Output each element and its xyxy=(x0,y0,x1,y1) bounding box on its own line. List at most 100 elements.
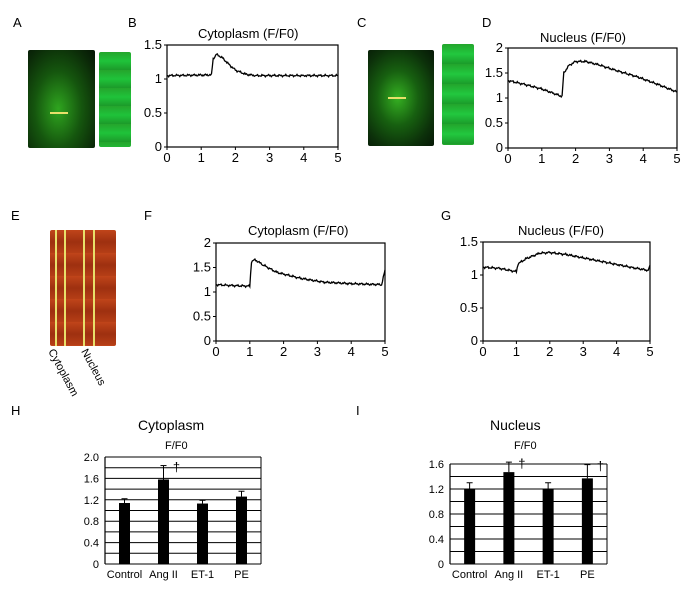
kymograph-e xyxy=(50,230,116,346)
bar xyxy=(236,496,247,564)
panel-letter-i: I xyxy=(356,403,360,418)
series-line-d xyxy=(507,59,678,99)
y-tick-label: 0.5 xyxy=(460,300,478,315)
bar xyxy=(542,489,554,564)
plot-frame-b xyxy=(166,44,339,148)
x-tick-label: Ang II xyxy=(149,569,178,581)
y-tick-label: 1.2 xyxy=(84,495,99,507)
y-tick-label: 1.5 xyxy=(144,37,162,52)
x-tick-label: Control xyxy=(452,569,487,581)
x-tick-label: 5 xyxy=(673,151,680,166)
y-tick-label: 0 xyxy=(155,139,162,154)
y-tick-label: 0.4 xyxy=(84,538,99,550)
chart-title-f: Cytoplasm (F/F0) xyxy=(248,223,349,238)
series-line-b xyxy=(166,53,339,79)
significance-marker: † xyxy=(597,459,604,474)
nucleus-line-right xyxy=(93,230,95,346)
x-tick-label: 2 xyxy=(546,344,553,359)
x-tick-label: 0 xyxy=(163,150,170,165)
y-tick-label: 1.6 xyxy=(84,473,99,485)
x-tick-label: 4 xyxy=(613,344,620,359)
y-tick-label: 2.0 xyxy=(84,452,99,464)
y-tick-label: 1.2 xyxy=(429,484,444,496)
bar xyxy=(119,503,130,564)
x-tick-label: 1 xyxy=(198,150,205,165)
micrograph-scan-line xyxy=(388,97,406,99)
cytoplasm-line-right xyxy=(64,230,66,346)
y-tick-label: 1.5 xyxy=(460,234,478,249)
y-tick-label: 1 xyxy=(496,90,503,105)
kymograph-a xyxy=(99,52,131,147)
y-tick-label: 0 xyxy=(496,140,503,155)
micrograph-scan-line xyxy=(50,112,68,114)
panel-letter-d: D xyxy=(482,15,492,30)
x-tick-label: ET-1 xyxy=(191,569,214,581)
y-tick-label: 2 xyxy=(204,235,211,250)
kymograph-c xyxy=(442,44,474,145)
x-tick-label: PE xyxy=(580,569,595,581)
x-tick-label: 4 xyxy=(348,344,355,359)
x-tick-label: ET-1 xyxy=(537,569,560,581)
chart-title-b: Cytoplasm (F/F0) xyxy=(198,26,299,41)
panel-letter-e: E xyxy=(11,208,20,223)
x-tick-label: 4 xyxy=(640,151,647,166)
series-line-f xyxy=(215,258,386,290)
chart-title-g: Nucleus (F/F0) xyxy=(518,223,604,238)
panel-letter-f: F xyxy=(144,208,152,223)
y-tick-label: 0.5 xyxy=(193,309,211,324)
y-tick-label: 1 xyxy=(204,284,211,299)
y-tick-label: 0.4 xyxy=(429,534,444,546)
bar xyxy=(503,472,515,564)
y-tick-label: 0 xyxy=(204,333,211,348)
nucleus-line-left xyxy=(83,230,85,346)
x-tick-label: 3 xyxy=(314,344,321,359)
x-tick-label: 1 xyxy=(246,344,253,359)
x-tick-label: Ang II xyxy=(495,569,524,581)
panel-letter-a: A xyxy=(13,15,22,30)
micrograph-a xyxy=(28,50,95,148)
significance-marker: † xyxy=(518,456,525,471)
y-tick-label: 0 xyxy=(93,559,99,571)
cytoplasm-line-left xyxy=(55,230,57,346)
panel-letter-b: B xyxy=(128,15,137,30)
chart-title-i: Nucleus xyxy=(490,417,541,433)
chart-title-d: Nucleus (F/F0) xyxy=(540,30,626,45)
y-tick-label: 1.5 xyxy=(193,260,211,275)
y-tick-label: 0 xyxy=(438,559,444,571)
y-tick-label: 1.5 xyxy=(485,65,503,80)
micrograph-c xyxy=(368,50,434,146)
y-tick-label: 0 xyxy=(471,333,478,348)
significance-marker: † xyxy=(173,460,180,475)
x-tick-label: 3 xyxy=(580,344,587,359)
x-tick-label: 1 xyxy=(538,151,545,166)
plot-frame-g xyxy=(482,241,651,342)
bar xyxy=(197,503,208,564)
series-line-g xyxy=(482,250,651,275)
y-tick-label: 1 xyxy=(155,71,162,86)
panel-letter-g: G xyxy=(441,208,452,223)
plot-frame-f xyxy=(215,242,386,342)
x-tick-label: 0 xyxy=(212,344,219,359)
x-tick-label: 4 xyxy=(300,150,307,165)
y-tick-label: 1.6 xyxy=(429,459,444,471)
panel-letter-h: H xyxy=(11,403,21,418)
bar xyxy=(581,478,593,564)
x-tick-label: 5 xyxy=(381,344,388,359)
y-tick-label: 0.8 xyxy=(84,516,99,528)
x-tick-label: 0 xyxy=(504,151,511,166)
x-tick-label: 3 xyxy=(606,151,613,166)
chart-subtitle-i: F/F0 xyxy=(514,440,537,452)
chart-subtitle-h: F/F0 xyxy=(165,440,188,452)
x-tick-label: 0 xyxy=(479,344,486,359)
y-tick-label: 0.5 xyxy=(485,115,503,130)
x-tick-label: 2 xyxy=(280,344,287,359)
x-tick-label: 3 xyxy=(266,150,273,165)
panel-letter-c: C xyxy=(357,15,367,30)
bar xyxy=(464,489,476,564)
y-tick-label: 0.8 xyxy=(429,509,444,521)
y-tick-label: 2 xyxy=(496,40,503,55)
y-tick-label: 0.5 xyxy=(144,105,162,120)
x-tick-label: 5 xyxy=(334,150,341,165)
x-tick-label: 1 xyxy=(513,344,520,359)
